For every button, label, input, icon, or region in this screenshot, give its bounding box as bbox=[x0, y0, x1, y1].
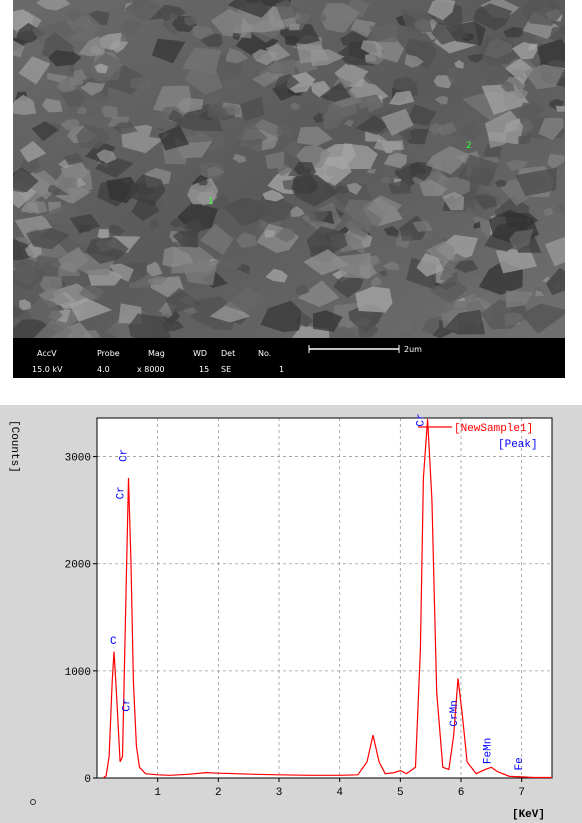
y-tick-label: 3000 bbox=[65, 453, 91, 465]
x-tick-label: 4 bbox=[336, 787, 343, 799]
x-tick-label: 1 bbox=[154, 787, 161, 799]
x-tick-label: 3 bbox=[276, 787, 283, 799]
y-tick-label: 2000 bbox=[65, 560, 91, 572]
info-value: 1 bbox=[279, 365, 284, 374]
x-tick-label: 7 bbox=[518, 787, 525, 799]
peak-label: Fe bbox=[514, 757, 526, 770]
x-tick-label: 5 bbox=[397, 787, 404, 799]
peak-label: Cr bbox=[121, 698, 133, 711]
legend-label: [NewSample1] bbox=[454, 423, 533, 435]
peak-label: Cr bbox=[115, 486, 127, 499]
sem-marker: 2 bbox=[466, 141, 472, 151]
info-value: 15.0 kV bbox=[32, 365, 63, 374]
y-tick-label: 0 bbox=[84, 774, 91, 786]
plot-area bbox=[97, 418, 552, 778]
info-value: 15 bbox=[199, 365, 209, 374]
peak-label: Cr bbox=[416, 413, 428, 426]
y-tick-label: 1000 bbox=[65, 667, 91, 679]
peak-legend: [Peak] bbox=[498, 439, 538, 451]
info-value: x 8000 bbox=[137, 365, 165, 374]
grain bbox=[98, 229, 110, 239]
peak-label: CrMn bbox=[449, 700, 461, 726]
info-header: No. bbox=[258, 349, 271, 358]
figure: 2um 1 2 AccV Probe Mag WD Det No. 15.0 kV 4.0 x 80… bbox=[0, 0, 582, 823]
grain bbox=[150, 219, 158, 228]
grain bbox=[289, 24, 300, 31]
info-value: SE bbox=[221, 365, 231, 374]
scale-bar-label: 2um bbox=[404, 345, 422, 354]
grain bbox=[318, 14, 326, 21]
x-axis-label: [KeV] bbox=[512, 809, 545, 821]
x-tick-label: 6 bbox=[458, 787, 465, 799]
x-tick-label: 2 bbox=[215, 787, 222, 799]
sem-marker: 1 bbox=[208, 197, 214, 207]
info-value: 4.0 bbox=[97, 365, 110, 374]
peak-label: Cr bbox=[118, 449, 130, 462]
sem-info-bar bbox=[13, 338, 565, 378]
peak-label: FeMn bbox=[482, 738, 494, 764]
info-header: Det bbox=[221, 349, 235, 358]
sem-image: 2um 1 2 AccV Probe Mag WD Det No. 15.0 kV 4.0 x 80… bbox=[0, 0, 582, 378]
info-header: WD bbox=[193, 349, 207, 358]
y-axis-label: [Counts] bbox=[8, 420, 20, 473]
peak-label: C bbox=[110, 636, 117, 648]
page: {"sem_image": { "markers": ["1", "2"], "… bbox=[0, 0, 582, 823]
info-header: Probe bbox=[97, 349, 120, 358]
info-header: Mag bbox=[148, 349, 165, 358]
info-header: AccV bbox=[37, 349, 57, 358]
